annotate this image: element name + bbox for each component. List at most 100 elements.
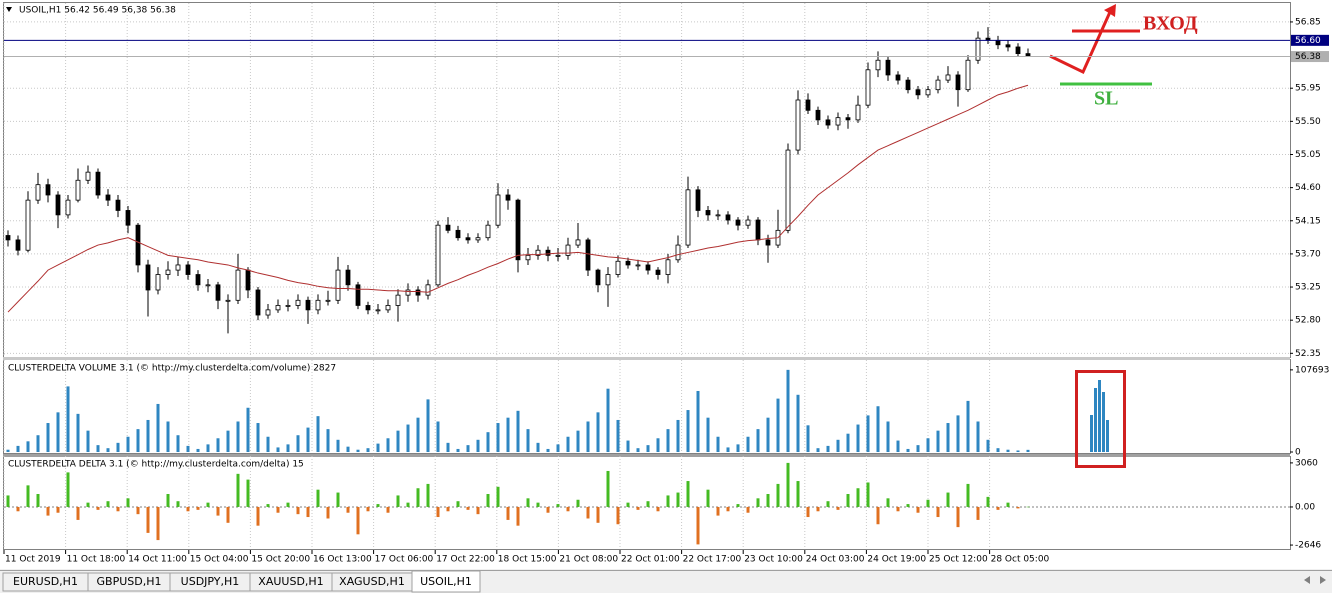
bar xyxy=(656,438,660,452)
tab-label[interactable]: XAUUSD,H1 xyxy=(258,575,323,588)
y-tick-label: 55.95 xyxy=(1295,84,1321,94)
x-tick-label: 11 Oct 2019 xyxy=(5,555,61,565)
bar xyxy=(686,481,690,507)
bar xyxy=(836,439,840,452)
bar xyxy=(336,492,340,507)
bar xyxy=(706,489,710,507)
bar xyxy=(266,504,270,507)
bar xyxy=(496,486,500,507)
bar xyxy=(976,506,980,520)
candle-body xyxy=(265,309,271,316)
highlight-bar xyxy=(1102,392,1105,452)
candle-body xyxy=(875,59,881,71)
candle-body xyxy=(475,237,481,241)
bar xyxy=(766,494,770,507)
tab[interactable] xyxy=(411,570,481,593)
candle-body xyxy=(215,284,221,301)
tab-label[interactable]: GBPUSD,H1 xyxy=(97,575,162,588)
bar xyxy=(776,483,780,507)
scroll-right[interactable] xyxy=(1320,576,1326,584)
bar xyxy=(536,502,540,507)
candle-body xyxy=(845,117,851,121)
moving-average xyxy=(7,84,1029,313)
bar xyxy=(96,445,100,452)
bar xyxy=(346,506,350,513)
bar xyxy=(546,448,550,452)
candle-body xyxy=(785,149,791,231)
tab-label[interactable]: XAGUSD,H1 xyxy=(339,575,405,588)
candle-body xyxy=(545,249,551,256)
bar xyxy=(766,417,770,452)
bar xyxy=(246,479,250,507)
bar xyxy=(306,427,310,452)
bar xyxy=(366,448,370,452)
bar xyxy=(136,429,140,452)
candle-body xyxy=(585,239,591,271)
candle-body xyxy=(655,269,661,275)
candle-body xyxy=(735,219,741,226)
candle-body xyxy=(715,214,721,217)
bar xyxy=(256,423,260,452)
bar xyxy=(126,498,130,507)
x-tick-label: 22 Oct 01:00 xyxy=(621,555,680,565)
candle-body xyxy=(755,219,761,241)
candle-body xyxy=(885,59,891,76)
candle-body xyxy=(235,269,241,301)
bar xyxy=(476,506,480,515)
scroll-left[interactable] xyxy=(1304,576,1310,584)
bar xyxy=(886,421,890,452)
entry-label: ВХОД xyxy=(1143,13,1198,35)
candle-body xyxy=(405,289,411,296)
bar xyxy=(16,506,20,512)
candle-body xyxy=(525,254,531,261)
candle-body xyxy=(95,171,101,196)
bar xyxy=(246,407,250,452)
bar xyxy=(676,492,680,507)
bar xyxy=(906,504,910,507)
tab-label[interactable]: USOIL,H1 xyxy=(420,575,472,588)
panel-title: CLUSTERDELTA DELTA 3.1 (© http://my.clus… xyxy=(8,460,304,470)
candle-body xyxy=(205,284,211,287)
bar xyxy=(406,424,410,452)
candle-body xyxy=(395,294,401,306)
y-tick-label: 107693 xyxy=(1295,365,1329,375)
candle-body xyxy=(375,309,381,312)
bar xyxy=(696,390,700,452)
tab-label[interactable]: USDJPY,H1 xyxy=(181,575,240,588)
candle-body xyxy=(505,194,511,201)
bar xyxy=(146,419,150,452)
x-tick-label: 22 Oct 17:00 xyxy=(683,555,742,565)
candle-body xyxy=(135,224,141,266)
bar xyxy=(606,470,610,507)
bar xyxy=(686,410,690,452)
bar xyxy=(406,502,410,507)
bar xyxy=(86,502,90,507)
panel-title: CLUSTERDELTA VOLUME 3.1 (© http://my.clu… xyxy=(8,364,336,374)
bar xyxy=(696,506,700,545)
bar xyxy=(466,506,470,510)
bar xyxy=(256,506,260,526)
bar xyxy=(836,506,840,510)
candle-body xyxy=(355,284,361,306)
candle-body xyxy=(835,117,841,126)
bar xyxy=(66,472,70,507)
bar xyxy=(626,440,630,452)
bar xyxy=(326,506,330,519)
candle-body xyxy=(685,189,691,246)
bar xyxy=(296,506,300,515)
bar xyxy=(786,369,790,452)
y-tick-label: 53.70 xyxy=(1295,249,1321,259)
bar xyxy=(556,444,560,452)
menu-arrow[interactable] xyxy=(6,7,12,12)
bar xyxy=(526,429,530,452)
candle-body xyxy=(555,254,561,257)
tab-label[interactable]: EURUSD,H1 xyxy=(13,575,78,588)
entry-arrow xyxy=(1049,11,1112,75)
highlight-bar xyxy=(1094,388,1097,452)
candle-body xyxy=(805,99,811,111)
bar xyxy=(926,438,930,452)
bar xyxy=(426,483,430,507)
bar xyxy=(46,423,50,452)
bar xyxy=(646,445,650,452)
bar xyxy=(1026,449,1030,452)
